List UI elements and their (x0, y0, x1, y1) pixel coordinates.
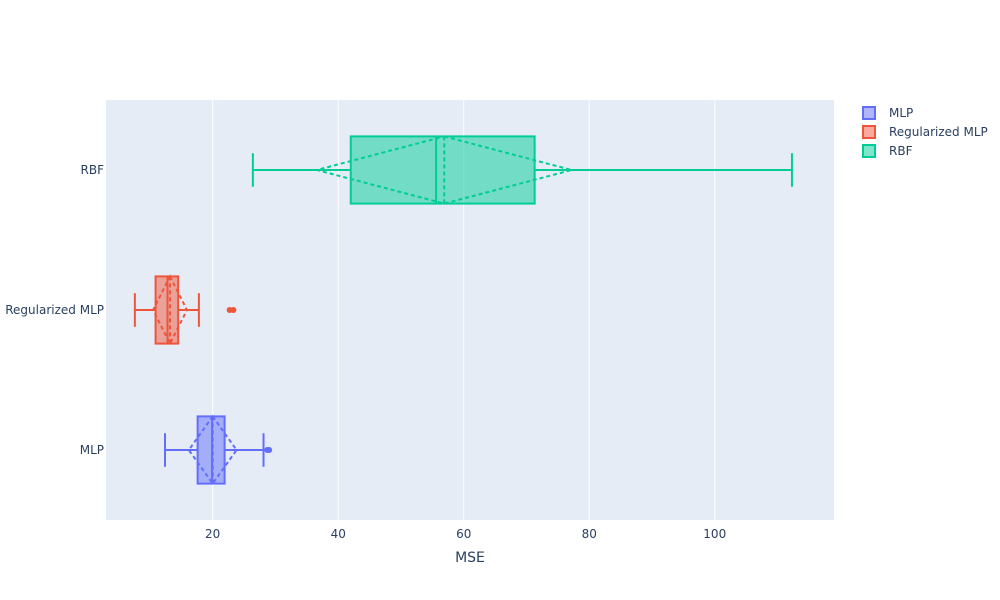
legend-swatch (862, 106, 876, 120)
legend-swatch (862, 144, 876, 158)
legend-label: MLP (889, 106, 913, 120)
y-tick-label: MLP (80, 443, 104, 457)
x-axis-title: MSE (455, 550, 485, 566)
x-tick-label: 80 (582, 527, 597, 541)
x-tick-label: 40 (331, 527, 346, 541)
x-tick-labels: 20 40 60 80 100 (205, 527, 726, 541)
legend-item-mlp[interactable]: MLP (862, 106, 913, 120)
y-tick-label: Regularized MLP (5, 303, 104, 317)
x-tick-label: 100 (703, 527, 726, 541)
y-tick-label: RBF (81, 163, 105, 177)
legend[interactable]: MLP Regularized MLP RBF (862, 106, 988, 158)
legend-item-regularized-mlp[interactable]: Regularized MLP (862, 125, 988, 139)
legend-label: RBF (889, 144, 913, 158)
box-regularized-mlp[interactable] (133, 274, 237, 346)
x-tick-label: 20 (205, 527, 220, 541)
mean-sd-diamond (312, 135, 576, 205)
legend-label: Regularized MLP (889, 125, 988, 139)
outlier-point[interactable] (266, 447, 273, 453)
box-series (133, 135, 793, 486)
legend-swatch (862, 125, 876, 139)
box-rbf[interactable] (251, 135, 793, 205)
legend-item-rbf[interactable]: RBF (862, 144, 913, 158)
x-tick-label: 60 (456, 527, 471, 541)
y-tick-labels: MLP Regularized MLP RBF (5, 163, 104, 457)
box-iqr[interactable] (349, 135, 536, 205)
box-mlp[interactable] (163, 414, 273, 486)
outlier-point[interactable] (230, 307, 237, 313)
